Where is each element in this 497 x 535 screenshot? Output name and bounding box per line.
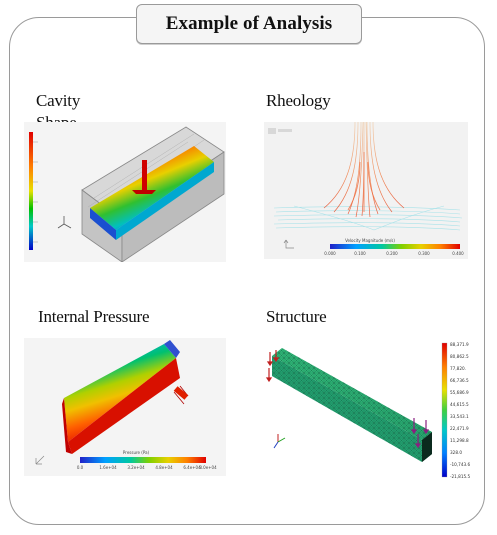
internal-pressure-image: Pressure (Pa) 0.0 1.6e+04 3.2e+04 4.8e+0… xyxy=(24,338,226,476)
svg-text:0.100: 0.100 xyxy=(354,251,366,256)
svg-text:Velocity Magnitude (m/s): Velocity Magnitude (m/s) xyxy=(345,238,395,243)
svg-text:6.4e+04: 6.4e+04 xyxy=(183,465,201,470)
svg-text:-21,815.5: -21,815.5 xyxy=(450,474,470,479)
svg-text:328.0: 328.0 xyxy=(450,450,462,455)
svg-text:0.000: 0.000 xyxy=(324,251,336,256)
rheology-label: Rheology xyxy=(266,91,331,110)
cavity-shape-image xyxy=(24,122,226,262)
svg-text:0.200: 0.200 xyxy=(386,251,398,256)
structure-label: Structure xyxy=(266,307,327,326)
svg-text:0.300: 0.300 xyxy=(418,251,430,256)
svg-text:11,298.8: 11,298.8 xyxy=(450,438,469,443)
structure-image: 88,371.9 80,862.5 77,820. 66,736.5 55,68… xyxy=(264,338,473,479)
svg-text:22,471.9: 22,471.9 xyxy=(450,426,469,431)
svg-text:33,543.1: 33,543.1 xyxy=(450,414,469,419)
svg-text:0.400: 0.400 xyxy=(452,251,464,256)
svg-text:44,615.5: 44,615.5 xyxy=(450,402,469,407)
svg-text:88,371.9: 88,371.9 xyxy=(450,342,469,347)
svg-text:66,736.5: 66,736.5 xyxy=(450,378,469,383)
svg-text:3.2e+04: 3.2e+04 xyxy=(127,465,145,470)
svg-text:0.0: 0.0 xyxy=(77,465,84,470)
svg-text:1.6e+04: 1.6e+04 xyxy=(99,465,117,470)
svg-text:-10,743.6: -10,743.6 xyxy=(450,462,470,467)
svg-text:55,686.9: 55,686.9 xyxy=(450,390,469,395)
svg-text:4.8e+04: 4.8e+04 xyxy=(155,465,173,470)
internal-pressure-label: Internal Pressure xyxy=(38,307,150,326)
rheology-image: Velocity Magnitude (m/s) 0.000 0.100 0.2… xyxy=(264,122,468,259)
svg-text:77,820.: 77,820. xyxy=(450,366,466,371)
svg-text:8.0e+04: 8.0e+04 xyxy=(199,465,217,470)
page-title: Example of Analysis xyxy=(136,4,362,44)
svg-text:Pressure (Pa): Pressure (Pa) xyxy=(123,450,150,455)
svg-text:80,862.5: 80,862.5 xyxy=(450,354,469,359)
